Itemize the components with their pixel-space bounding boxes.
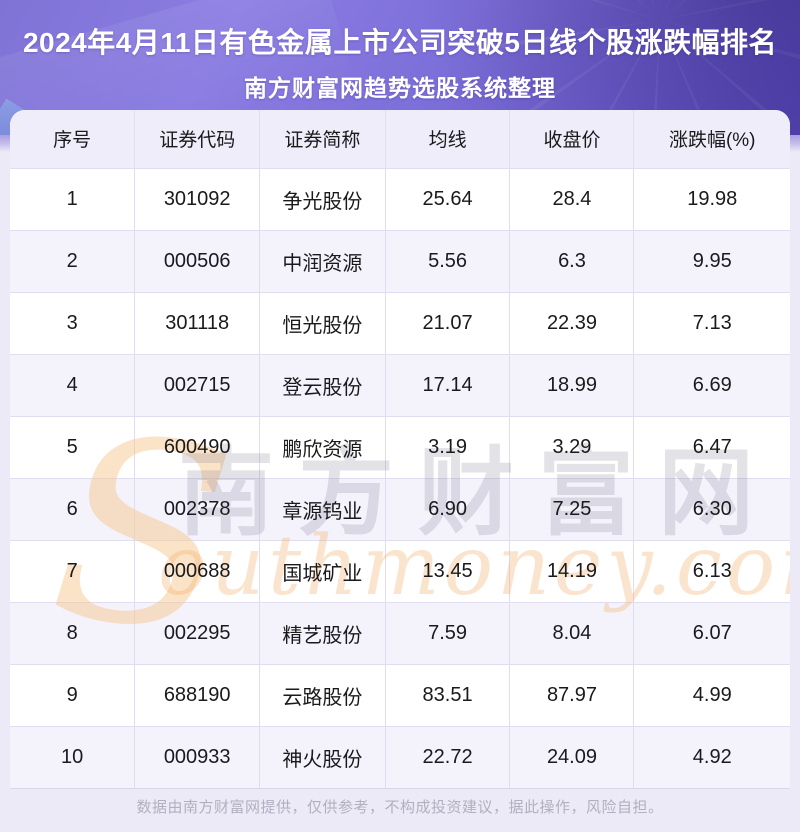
cell-change: 19.98: [633, 167, 790, 231]
table-header-row: 序号 证券代码 证券简称 均线 收盘价 涨跌幅(%): [10, 110, 790, 169]
table-row: 1 301092 争光股份 25.64 28.4 19.98: [10, 167, 790, 231]
cell-change: 4.92: [633, 725, 790, 789]
cell-change: 6.07: [633, 601, 790, 665]
cell-seq: 6: [10, 477, 136, 541]
table-row: 2 000506 中润资源 5.56 6.3 9.95: [10, 229, 790, 293]
cell-change: 9.95: [633, 229, 790, 293]
cell-code: 002715: [134, 353, 261, 417]
cell-change: 6.13: [633, 539, 790, 603]
cell-close: 22.39: [509, 291, 635, 355]
cell-change: 4.99: [633, 663, 790, 727]
cell-change: 6.69: [633, 353, 790, 417]
cell-name: 鹏欣资源: [259, 415, 386, 479]
cell-change: 7.13: [633, 291, 790, 355]
cell-close: 14.19: [509, 539, 635, 603]
table-row: 6 002378 章源钨业 6.90 7.25 6.30: [10, 477, 790, 541]
cell-name: 争光股份: [259, 167, 386, 231]
cell-code: 000506: [134, 229, 261, 293]
cell-seq: 1: [10, 167, 136, 231]
cell-name: 恒光股份: [259, 291, 386, 355]
cell-ma: 83.51: [384, 663, 511, 727]
cell-name: 章源钨业: [259, 477, 386, 541]
cell-seq: 7: [10, 539, 136, 603]
col-header-code: 证券代码: [134, 110, 261, 169]
cell-name: 精艺股份: [259, 601, 386, 665]
table-row: 3 301118 恒光股份 21.07 22.39 7.13: [10, 291, 790, 355]
cell-close: 87.97: [509, 663, 635, 727]
cell-code: 002378: [134, 477, 261, 541]
cell-seq: 8: [10, 601, 136, 665]
col-header-name: 证券简称: [259, 110, 386, 169]
cell-code: 301092: [134, 167, 261, 231]
cell-seq: 10: [10, 725, 136, 789]
cell-close: 24.09: [509, 725, 635, 789]
cell-ma: 22.72: [384, 725, 511, 789]
cell-close: 7.25: [509, 477, 635, 541]
page-subtitle: 南方财富网趋势选股系统整理: [244, 75, 556, 101]
cell-ma: 7.59: [384, 601, 511, 665]
table-row: 7 000688 国城矿业 13.45 14.19 6.13: [10, 539, 790, 603]
cell-close: 18.99: [509, 353, 635, 417]
cell-name: 登云股份: [259, 353, 386, 417]
cell-code: 000688: [134, 539, 261, 603]
cell-close: 8.04: [509, 601, 635, 665]
table-row: 10 000933 神火股份 22.72 24.09 4.92: [10, 725, 790, 789]
cell-ma: 6.90: [384, 477, 511, 541]
cell-seq: 9: [10, 663, 136, 727]
cell-close: 28.4: [509, 167, 635, 231]
cell-name: 神火股份: [259, 725, 386, 789]
col-header-change: 涨跌幅(%): [633, 110, 790, 169]
cell-close: 3.29: [509, 415, 635, 479]
table-row: 8 002295 精艺股份 7.59 8.04 6.07: [10, 601, 790, 665]
col-header-seq: 序号: [10, 110, 136, 169]
cell-ma: 3.19: [384, 415, 511, 479]
cell-name: 国城矿业: [259, 539, 386, 603]
cell-seq: 3: [10, 291, 136, 355]
table-card: S 南方财富网 outhmoney.com 序号 证券代码 证券简称 均线 收盘…: [10, 110, 790, 789]
cell-name: 云路股份: [259, 663, 386, 727]
cell-ma: 17.14: [384, 353, 511, 417]
cell-code: 301118: [134, 291, 261, 355]
cell-code: 688190: [134, 663, 261, 727]
cell-change: 6.47: [633, 415, 790, 479]
cell-ma: 21.07: [384, 291, 511, 355]
cell-code: 000933: [134, 725, 261, 789]
table-row: 4 002715 登云股份 17.14 18.99 6.69: [10, 353, 790, 417]
cell-change: 6.30: [633, 477, 790, 541]
table-row: 5 600490 鹏欣资源 3.19 3.29 6.47: [10, 415, 790, 479]
cell-close: 6.3: [509, 229, 635, 293]
col-header-close: 收盘价: [509, 110, 635, 169]
table-row: 9 688190 云路股份 83.51 87.97 4.99: [10, 663, 790, 727]
banner: 2024年4月11日有色金属上市公司突破5日线个股涨跌幅排名 南方财富网趋势选股…: [0, 0, 800, 135]
cell-seq: 4: [10, 353, 136, 417]
cell-seq: 2: [10, 229, 136, 293]
cell-name: 中润资源: [259, 229, 386, 293]
cell-ma: 13.45: [384, 539, 511, 603]
cell-code: 600490: [134, 415, 261, 479]
page-title: 2024年4月11日有色金属上市公司突破5日线个股涨跌幅排名: [22, 27, 778, 58]
col-header-ma: 均线: [384, 110, 511, 169]
disclaimer-text: 数据由南方财富网提供，仅供参考，不构成投资建议，据此操作，风险自担。: [136, 798, 664, 816]
cell-seq: 5: [10, 415, 136, 479]
stock-ranking-table: 序号 证券代码 证券简称 均线 收盘价 涨跌幅(%) 1 301092 争光股份…: [10, 110, 790, 789]
cell-ma: 5.56: [384, 229, 511, 293]
cell-code: 002295: [134, 601, 261, 665]
cell-ma: 25.64: [384, 167, 511, 231]
